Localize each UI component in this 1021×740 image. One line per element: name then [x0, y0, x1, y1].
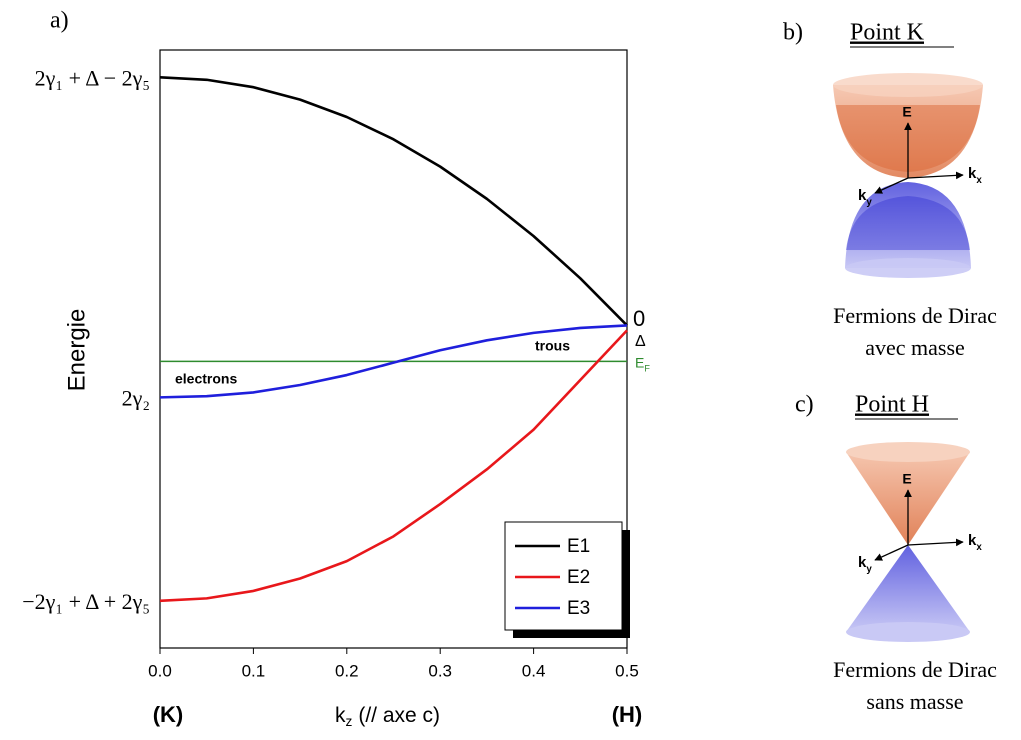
x-axis-label-text: (// axe c) [358, 704, 440, 727]
cone-rim [846, 442, 970, 462]
axis-label-symbol: k [858, 554, 867, 571]
axis-label-subscript: x [976, 175, 982, 186]
lower-band-inner [846, 196, 970, 250]
band-rim [845, 258, 971, 278]
panel-title: Point K [850, 20, 925, 46]
x-axis-label-subscript: z [346, 714, 353, 729]
cone-rim [846, 622, 970, 642]
x-tick-label: 0.2 [335, 661, 359, 680]
axis-label-subscript: y [866, 564, 872, 575]
y-tick-label: 2γ₁ + Δ − 2γ₅ [35, 65, 150, 90]
axis-label-subscript: x [976, 542, 982, 553]
series-line [159, 75, 628, 327]
x-axis-label: kz (// axe c) [335, 704, 440, 729]
axis-label: E [902, 471, 911, 487]
x-end-label: (K) [153, 702, 184, 727]
lower-cone [846, 545, 970, 632]
axis-label-symbol: k [858, 187, 867, 204]
axis-label: kx [968, 165, 982, 186]
caption: sans masse [866, 689, 963, 714]
annotation: 0 [633, 306, 645, 331]
annotation: trous [535, 338, 570, 354]
fermi-label-symbol: E [635, 354, 644, 370]
legend-label: E2 [567, 567, 590, 588]
series-line [159, 329, 628, 603]
axis-label: kx [968, 532, 982, 553]
plot-frame [159, 49, 628, 649]
band-rim [833, 73, 983, 97]
panel-label: c) [795, 392, 814, 418]
axis-label: ky [858, 187, 872, 208]
axis-label: ky [858, 554, 872, 575]
series-line [159, 324, 628, 399]
annotation: electrons [175, 371, 237, 387]
panel-label: a) [50, 8, 69, 34]
x-axis-label-symbol: k [335, 704, 346, 727]
fermi-label-subscript: F [644, 364, 650, 374]
y-tick-label: −2γ₁ + Δ + 2γ₅ [22, 589, 150, 614]
y-axis-label: Energie [63, 309, 90, 392]
axis-label-symbol: k [968, 165, 977, 182]
fermi-label: EF [635, 354, 650, 374]
legend-label: E1 [567, 536, 590, 557]
caption: avec masse [865, 335, 965, 360]
axis-label-symbol: k [968, 532, 977, 549]
panel-label: b) [783, 20, 803, 46]
x-tick-label: 0.5 [615, 661, 639, 680]
axis-label-subscript: y [866, 197, 872, 208]
panel-title: Point H [855, 392, 929, 418]
annotation: Δ [635, 333, 646, 350]
axis-label: E [902, 104, 911, 120]
ky-axis [874, 177, 909, 194]
caption: Fermions de Dirac [833, 303, 997, 328]
kx-axis [907, 171, 964, 180]
x-tick-label: 0.4 [522, 661, 546, 680]
x-end-label: (H) [612, 702, 643, 727]
kx-axis [907, 538, 964, 547]
legend-label: E3 [567, 598, 590, 619]
caption: Fermions de Dirac [833, 657, 997, 682]
y-tick-label: 2γ₂ [122, 385, 150, 410]
x-tick-label: 0.3 [428, 661, 452, 680]
x-tick-label: 0.0 [148, 661, 172, 680]
x-tick-label: 0.1 [242, 661, 266, 680]
ky-axis [874, 544, 909, 561]
lower-band [845, 182, 971, 268]
